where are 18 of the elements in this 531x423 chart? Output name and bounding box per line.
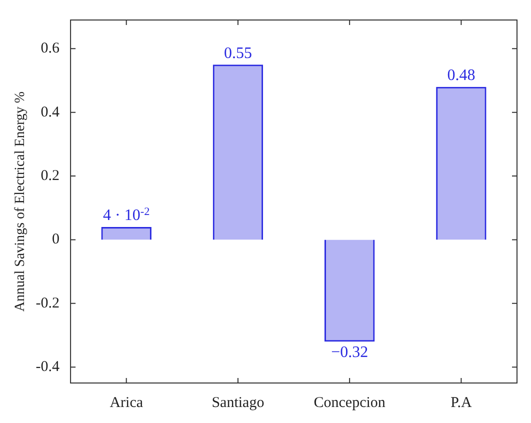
x-tick-label: Arica: [110, 394, 144, 411]
bar: [324, 240, 375, 342]
x-tick-label: Santiago: [212, 394, 264, 411]
bar: [436, 86, 486, 240]
data-label: 0.55: [224, 44, 252, 62]
x-tick-label: P.A: [450, 394, 472, 411]
y-tick-label: 0.2: [40, 168, 60, 184]
y-tick-label: 0.6: [40, 40, 60, 57]
y-tick-label: 0.4: [40, 104, 60, 120]
bar: [101, 226, 152, 240]
y-tick-label: 0: [52, 232, 60, 248]
data-label: 0.48: [447, 67, 476, 84]
y-tick-label: -0.4: [36, 359, 60, 376]
y-axis-title: Annual Savings of Electrical Energy %: [13, 91, 28, 312]
bar: [212, 64, 264, 240]
y-tick-label: -0.2: [36, 295, 60, 312]
x-tick-label: Concepcion: [314, 394, 386, 411]
data-label: −0.32: [331, 344, 368, 361]
